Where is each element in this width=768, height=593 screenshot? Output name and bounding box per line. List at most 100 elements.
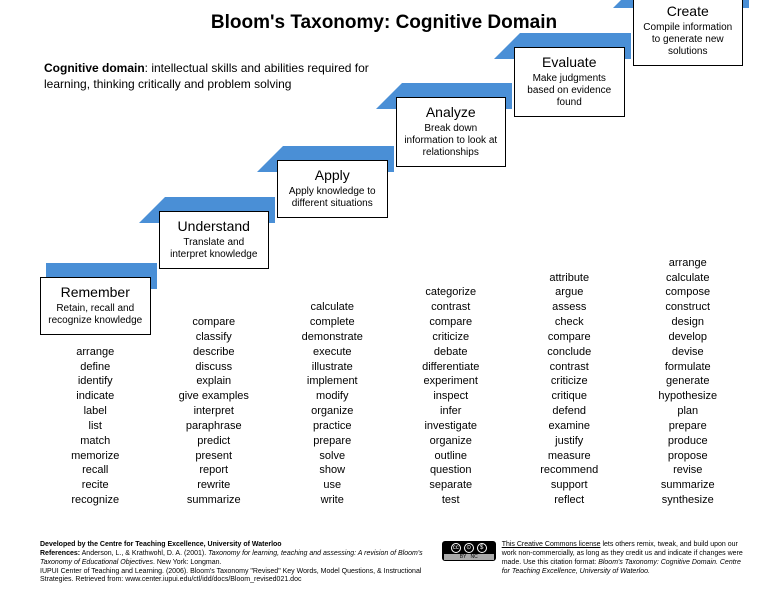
level-box: Remember Retain, recall and recognize kno… (40, 277, 151, 335)
verb-item: interpret (179, 404, 249, 419)
verb-item: separate (422, 478, 479, 493)
cc-badge-icon: cc⊙$ BY NC (442, 541, 496, 561)
footer: Developed by the Centre for Teaching Exc… (40, 541, 743, 585)
verb-item: conclude (540, 345, 598, 360)
verb-item: define (71, 360, 119, 375)
verb-item: reflect (540, 493, 598, 508)
verb-item: revise (658, 463, 717, 478)
verb-item: memorize (71, 449, 119, 464)
verb-list: arrangedefineidentifyindicatelabellistma… (71, 345, 119, 508)
footer-license: cc⊙$ BY NC This Creative Commons license… (442, 541, 743, 585)
verb-item: match (71, 434, 119, 449)
step-box: AnalyzeBreak down information to look at… (396, 97, 507, 167)
verb-item: give examples (179, 389, 249, 404)
license-text: This Creative Commons license lets other… (502, 541, 743, 585)
verb-item: paraphrase (179, 419, 249, 434)
verb-item: modify (302, 389, 363, 404)
verb-item: discuss (179, 360, 249, 375)
level-understand: UnderstandTranslate and interpret knowle… (159, 211, 270, 508)
step-box: UnderstandTranslate and interpret knowle… (159, 211, 270, 269)
level-box: EvaluateMake judgments based on evidence… (514, 47, 625, 117)
verb-item: arrange (71, 345, 119, 360)
level-apply: Apply Apply knowledge to different situat… (277, 160, 388, 508)
verb-item: demonstrate (302, 330, 363, 345)
verb-item: recite (71, 478, 119, 493)
verb-item: inspect (422, 389, 479, 404)
verb-list: compareclassifydescribediscussexplaingiv… (179, 315, 249, 508)
step-box: Remember Retain, recall and recognize kno… (40, 277, 151, 335)
verb-item: organize (302, 404, 363, 419)
verb-item: question (422, 463, 479, 478)
verb-item: present (179, 449, 249, 464)
level-title: Apply (284, 167, 381, 183)
ref1b: . New York: Longman. (153, 559, 222, 566)
verb-item: propose (658, 449, 717, 464)
ref1a: Anderson, L., & Krathwohl, D. A. (2001). (80, 550, 208, 557)
verb-item: generate (658, 374, 717, 389)
step-box: CreateCompile information to generate ne… (633, 0, 744, 66)
verb-item: recall (71, 463, 119, 478)
verb-item: compare (179, 315, 249, 330)
verb-item: predict (179, 434, 249, 449)
step-box: EvaluateMake judgments based on evidence… (514, 47, 625, 117)
level-box: UnderstandTranslate and interpret knowle… (159, 211, 270, 269)
step-box: Apply Apply knowledge to different situat… (277, 160, 388, 218)
verb-item: identify (71, 374, 119, 389)
verb-item: develop (658, 330, 717, 345)
verb-item: compare (422, 315, 479, 330)
verb-item: support (540, 478, 598, 493)
cc-link[interactable]: This Creative Commons license (502, 541, 601, 548)
verb-item: prepare (302, 434, 363, 449)
verb-item: design (658, 315, 717, 330)
verb-item: prepare (658, 419, 717, 434)
verb-item: produce (658, 434, 717, 449)
verb-item: implement (302, 374, 363, 389)
level-analyze: AnalyzeBreak down information to look at… (396, 97, 507, 508)
level-box: CreateCompile information to generate ne… (633, 0, 744, 66)
level-title: Create (640, 3, 737, 19)
verb-list: categorizecontrastcomparecriticizedebate… (422, 285, 479, 508)
level-subtitle: Translate and interpret knowledge (166, 237, 263, 261)
verb-item: defend (540, 404, 598, 419)
level-box: Apply Apply knowledge to different situat… (277, 160, 388, 218)
verb-item: differentiate (422, 360, 479, 375)
verb-item: examine (540, 419, 598, 434)
verb-item: calculate (302, 300, 363, 315)
verb-item: use (302, 478, 363, 493)
verb-item: execute (302, 345, 363, 360)
verb-item: formulate (658, 360, 717, 375)
verb-item: check (540, 315, 598, 330)
verb-item: compose (658, 285, 717, 300)
verb-item: write (302, 493, 363, 508)
verb-item: rewrite (179, 478, 249, 493)
verb-item: summarize (179, 493, 249, 508)
verb-item: categorize (422, 285, 479, 300)
verb-item: experiment (422, 374, 479, 389)
verb-item: compare (540, 330, 598, 345)
taxonomy-columns: Remember Retain, recall and recognize kno… (40, 60, 743, 508)
developed-by: Developed by the Centre for Teaching Exc… (40, 541, 282, 548)
verb-item: construct (658, 300, 717, 315)
references-label: References: (40, 550, 80, 557)
verb-item: attribute (540, 271, 598, 286)
verb-item: test (422, 493, 479, 508)
level-subtitle: Apply knowledge to different situations (284, 186, 381, 210)
verb-item: debate (422, 345, 479, 360)
level-box: AnalyzeBreak down information to look at… (396, 97, 507, 167)
verb-item: recommend (540, 463, 598, 478)
verb-list: arrangecalculatecomposeconstructdesignde… (658, 256, 717, 508)
level-title: Evaluate (521, 54, 618, 70)
verb-item: hypothesize (658, 389, 717, 404)
verb-item: explain (179, 374, 249, 389)
level-title: Analyze (403, 104, 500, 120)
verb-item: contrast (422, 300, 479, 315)
verb-list: calculatecompletedemonstrateexecuteillus… (302, 300, 363, 508)
verb-item: organize (422, 434, 479, 449)
verb-item: show (302, 463, 363, 478)
verb-item: plan (658, 404, 717, 419)
level-evaluate: EvaluateMake judgments based on evidence… (514, 47, 625, 509)
verb-item: assess (540, 300, 598, 315)
level-subtitle: Retain, recall and recognize knowledge (47, 303, 144, 327)
level-title: Remember (47, 284, 144, 300)
verb-item: criticize (540, 374, 598, 389)
